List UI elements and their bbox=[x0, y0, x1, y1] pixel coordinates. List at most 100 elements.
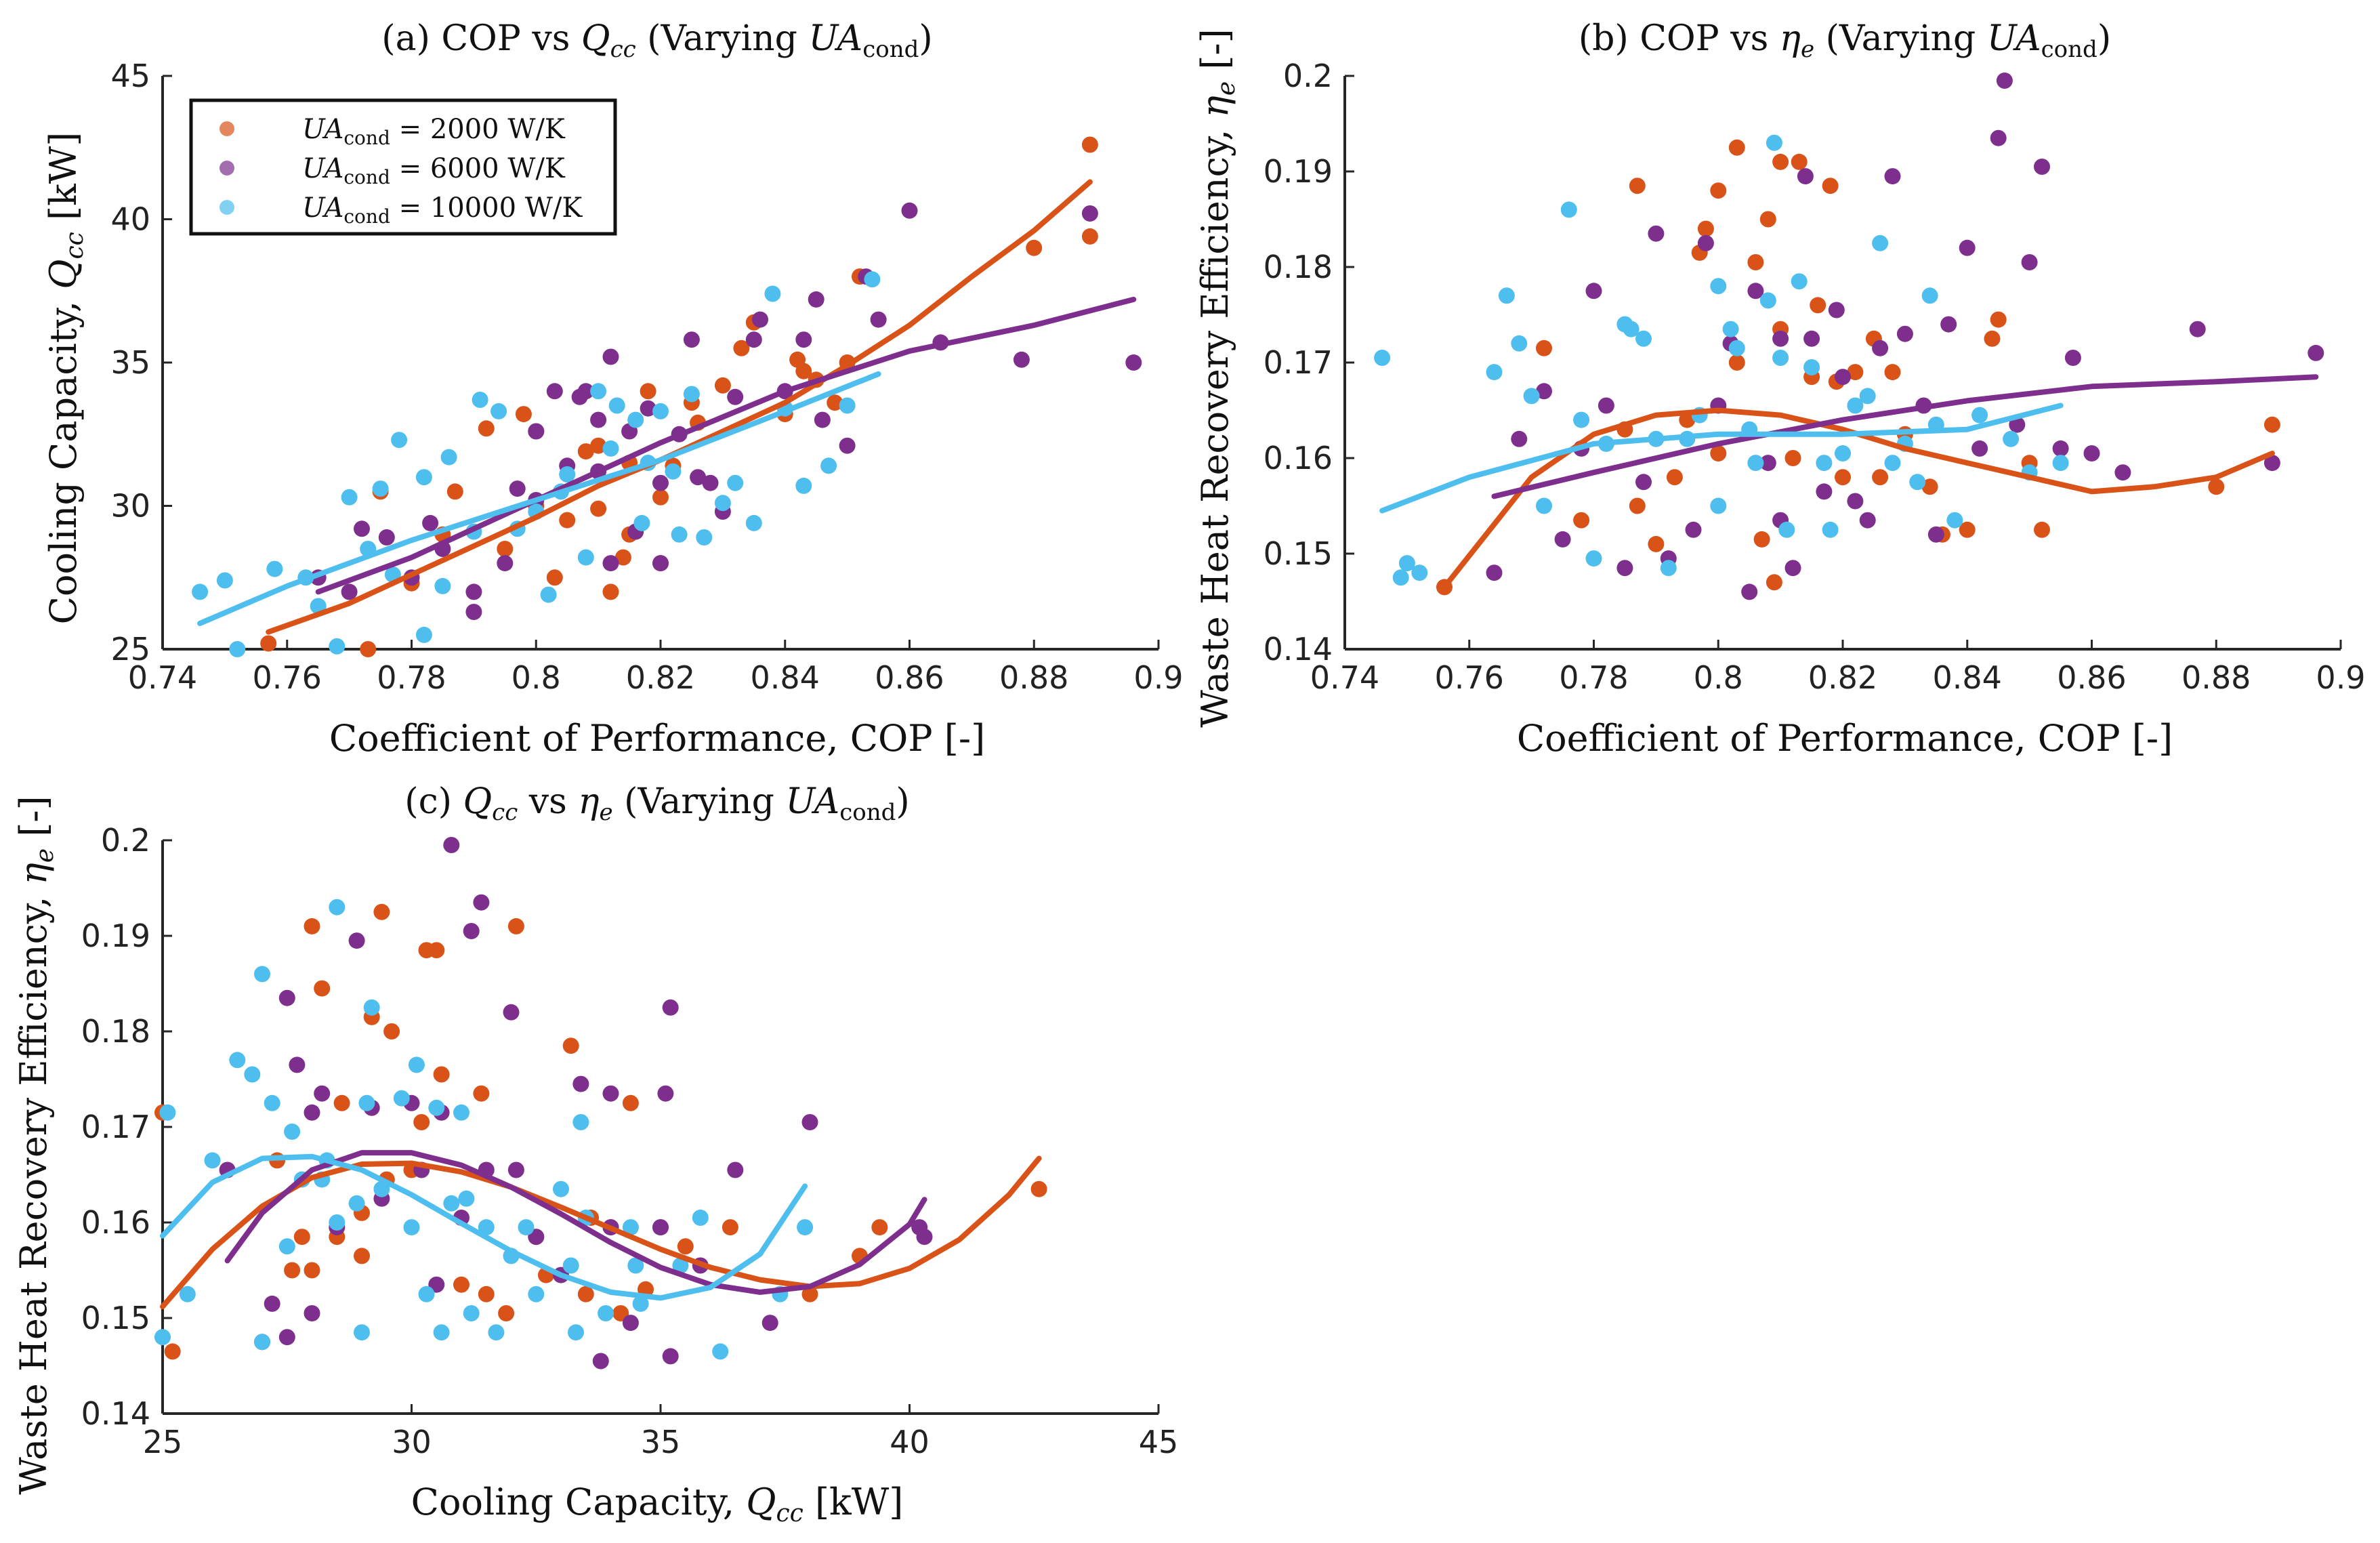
panel-b-xlabel: Coefficient of Performance, COP [-] bbox=[1517, 717, 2173, 760]
data-point bbox=[1872, 469, 1889, 486]
data-point bbox=[1753, 531, 1770, 548]
data-point bbox=[528, 1285, 545, 1302]
data-point bbox=[1847, 493, 1864, 510]
data-point bbox=[2263, 416, 2280, 433]
data-point bbox=[602, 1085, 619, 1102]
data-point bbox=[515, 406, 532, 423]
data-point bbox=[871, 1219, 888, 1236]
data-point bbox=[348, 932, 365, 949]
data-point bbox=[801, 1114, 818, 1130]
y-tick-label: 25 bbox=[110, 631, 150, 667]
y-tick-label: 0.15 bbox=[81, 1300, 150, 1336]
data-point bbox=[1766, 574, 1782, 591]
data-point bbox=[1486, 364, 1503, 381]
fit-line-s10000 bbox=[160, 1153, 808, 1301]
data-point bbox=[488, 1324, 505, 1341]
data-point bbox=[1411, 564, 1428, 581]
x-tick-label: 0.86 bbox=[875, 659, 944, 696]
x-tick-label: 0.84 bbox=[1933, 659, 2002, 696]
panel-a-ylabel: Cooling Capacity, Qcc [kW] bbox=[42, 132, 89, 625]
data-point bbox=[433, 1066, 450, 1083]
data-point bbox=[1486, 564, 1503, 581]
data-point bbox=[622, 1219, 639, 1236]
data-point bbox=[1847, 397, 1864, 414]
data-point bbox=[745, 331, 762, 348]
data-point bbox=[1081, 136, 1098, 153]
series-s10000 bbox=[1374, 134, 2069, 586]
data-point bbox=[916, 1229, 933, 1246]
data-point bbox=[839, 437, 856, 454]
data-point bbox=[2034, 521, 2050, 538]
panel-a-ticks: 0.74 0.76 0.78 0.8 0.82 0.84 0.86 0.88 0.9 25 30 35… bbox=[110, 58, 1183, 696]
data-point bbox=[458, 1190, 475, 1207]
data-point bbox=[229, 641, 246, 657]
data-point bbox=[1759, 292, 1776, 309]
data-point bbox=[478, 420, 495, 437]
data-point bbox=[1623, 321, 1640, 337]
data-point bbox=[1772, 153, 1789, 170]
data-point bbox=[568, 1324, 584, 1341]
data-point bbox=[304, 918, 320, 934]
x-tick-label: 0.76 bbox=[253, 659, 322, 696]
data-point bbox=[1573, 512, 1590, 529]
data-point bbox=[540, 586, 557, 603]
data-point bbox=[329, 1214, 346, 1231]
data-point bbox=[1728, 139, 1745, 156]
data-point bbox=[1791, 153, 1808, 170]
legend-label-6000: UAcond = 6000 W/K bbox=[302, 153, 566, 188]
panel-c: (c) Qcc vs ηe (Varying UAcond) Cooling C… bbox=[12, 781, 1178, 1527]
data-point bbox=[590, 437, 607, 454]
data-point bbox=[1810, 297, 1826, 314]
data-point bbox=[1921, 287, 1938, 304]
y-tick-label: 0.19 bbox=[81, 918, 150, 954]
series-s10000 bbox=[192, 271, 881, 657]
data-point bbox=[1635, 330, 1652, 347]
data-point bbox=[254, 1334, 270, 1351]
data-point bbox=[602, 583, 619, 600]
data-point bbox=[1710, 445, 1727, 461]
data-point bbox=[598, 1305, 614, 1321]
data-point bbox=[1797, 168, 1814, 185]
y-tick-label: 0.2 bbox=[1283, 58, 1333, 94]
y-tick-label: 0.18 bbox=[81, 1013, 150, 1050]
x-tick-label: 40 bbox=[890, 1424, 930, 1460]
data-point bbox=[413, 1114, 430, 1130]
y-tick-label: 0.17 bbox=[1264, 344, 1333, 381]
data-point bbox=[446, 483, 463, 500]
legend-marker-6000 bbox=[220, 161, 234, 176]
data-point bbox=[795, 363, 812, 379]
data-point bbox=[1996, 73, 2013, 89]
panel-a-xlabel: Coefficient of Performance, COP [-] bbox=[329, 717, 985, 760]
fit-line-s10000 bbox=[197, 371, 881, 626]
data-point bbox=[592, 1353, 609, 1370]
data-point bbox=[727, 474, 744, 491]
data-point bbox=[1859, 512, 1876, 529]
data-point bbox=[640, 400, 656, 417]
y-tick-label: 0.16 bbox=[1264, 440, 1333, 476]
x-tick-label: 0.74 bbox=[128, 659, 197, 696]
data-point bbox=[453, 1104, 469, 1121]
series-s6000 bbox=[219, 837, 933, 1370]
y-tick-label: 35 bbox=[110, 344, 150, 381]
data-point bbox=[864, 271, 881, 288]
data-point bbox=[1722, 321, 1739, 337]
panel-b-axes-frame bbox=[1343, 76, 2341, 651]
data-point bbox=[1772, 330, 1789, 347]
x-tick-label: 0.78 bbox=[1559, 659, 1628, 696]
data-point bbox=[1511, 430, 1528, 447]
data-point bbox=[1560, 201, 1577, 218]
data-point bbox=[304, 1262, 320, 1279]
data-point bbox=[192, 583, 209, 600]
data-point bbox=[1990, 311, 2007, 328]
data-point bbox=[1803, 359, 1820, 375]
panel-b-ticks: 0.74 0.76 0.78 0.8 0.82 0.84 0.86 0.88 0.9 0.14 0.… bbox=[1264, 58, 2366, 696]
data-point bbox=[260, 635, 277, 652]
data-point bbox=[714, 495, 731, 512]
x-tick-label: 0.8 bbox=[512, 659, 561, 696]
data-point bbox=[1835, 445, 1851, 461]
data-point bbox=[1927, 526, 1944, 543]
data-point bbox=[1498, 287, 1515, 304]
data-point bbox=[408, 1056, 425, 1073]
data-point bbox=[1946, 512, 1963, 529]
